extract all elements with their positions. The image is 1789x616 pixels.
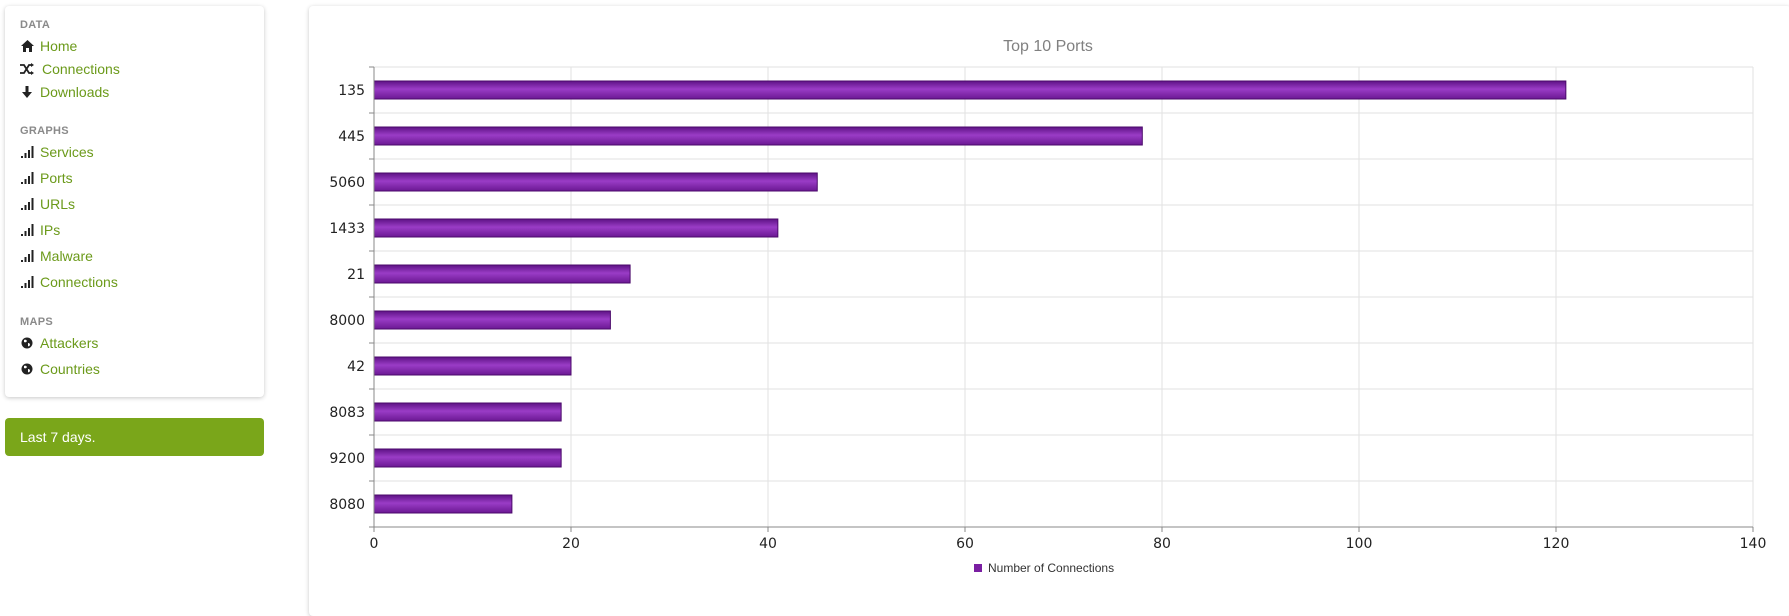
y-tick-label: 5060 — [329, 175, 365, 191]
nav-item-label: Connections — [40, 274, 118, 290]
bar-port-8080[interactable] — [373, 494, 513, 514]
nav-item-label: Services — [40, 144, 94, 160]
nav-item-ports[interactable]: Ports — [20, 167, 73, 189]
nav-item-countries[interactable]: Countries — [20, 358, 100, 380]
nav-item-label: Countries — [40, 361, 100, 377]
nav-item-home[interactable]: Home — [20, 35, 77, 57]
nav-item-label: Ports — [40, 170, 73, 186]
y-tick-label: 42 — [347, 359, 365, 375]
signal-icon — [20, 223, 34, 237]
section-title-maps: MAPS — [20, 316, 53, 328]
x-tick-label: 40 — [759, 536, 777, 552]
y-tick-label: 8083 — [329, 405, 365, 421]
download-icon — [20, 85, 34, 99]
nav-item-label: Malware — [40, 248, 93, 264]
nav-item-malware[interactable]: Malware — [20, 245, 93, 267]
y-tick-label: 445 — [338, 129, 365, 145]
x-tick-label: 100 — [1346, 536, 1373, 552]
bar-port-8000[interactable] — [373, 310, 611, 330]
x-tick-label: 0 — [370, 536, 379, 552]
nav-item-services[interactable]: Services — [20, 141, 94, 163]
chart-legend[interactable]: Number of Connections — [974, 561, 1114, 575]
x-tick-label: 120 — [1543, 536, 1570, 552]
chart-title: Top 10 Ports — [1003, 38, 1093, 55]
x-tick-label: 20 — [562, 536, 580, 552]
nav-item-label: Downloads — [40, 84, 110, 100]
nav-item-label: Attackers — [40, 335, 99, 351]
bar-port-42[interactable] — [373, 356, 572, 376]
y-tick-label: 8000 — [329, 313, 365, 329]
x-tick-label: 80 — [1153, 536, 1171, 552]
nav-item-urls[interactable]: URLs — [20, 193, 75, 215]
bar-port-135[interactable] — [373, 80, 1567, 100]
y-tick-label: 135 — [338, 83, 365, 99]
legend-swatch — [974, 564, 982, 572]
x-axis-labels: 0 20 40 60 80 100 120 140 — [370, 536, 1767, 552]
nav-item-label: Home — [40, 38, 78, 54]
shuffle-icon — [20, 62, 34, 76]
nav-item-label: IPs — [40, 222, 61, 238]
bar-port-21[interactable] — [373, 264, 631, 284]
nav-item-graph-connections[interactable]: Connections — [20, 271, 118, 293]
y-axis-labels: 135 445 5060 1433 21 8000 42 8083 9200 8080 — [329, 83, 365, 513]
y-tick-label: 8080 — [329, 497, 365, 513]
nav-item-attackers[interactable]: Attackers — [20, 332, 98, 354]
chart-axes — [369, 66, 1754, 532]
signal-icon — [20, 171, 34, 185]
signal-icon — [20, 275, 34, 289]
y-tick-label: 9200 — [329, 451, 365, 467]
section-title-data: DATA — [20, 19, 51, 31]
x-tick-label: 140 — [1740, 536, 1767, 552]
section-title-graphs: GRAPHS — [20, 125, 69, 137]
bar-port-1433[interactable] — [373, 218, 779, 238]
nav-item-label: Connections — [42, 61, 120, 77]
x-tick-label: 60 — [956, 536, 974, 552]
bar-port-445[interactable] — [373, 126, 1143, 146]
nav-item-connections[interactable]: Connections — [20, 58, 120, 80]
y-tick-label: 1433 — [329, 221, 365, 237]
globe-icon — [20, 336, 34, 350]
y-tick-label: 21 — [347, 267, 365, 283]
signal-icon — [20, 197, 34, 211]
home-icon — [20, 39, 34, 53]
bar-port-5060[interactable] — [373, 172, 818, 192]
bar-port-8083[interactable] — [373, 402, 562, 422]
nav-item-label: URLs — [40, 196, 76, 212]
nav-item-downloads[interactable]: Downloads — [20, 81, 109, 103]
signal-icon — [20, 249, 34, 263]
status-box: Last 7 days. — [5, 418, 264, 456]
globe-icon — [20, 362, 34, 376]
sidebar: DATA Home Connections Downloads GRAPHS S… — [5, 6, 264, 397]
legend-label: Number of Connections — [988, 561, 1114, 575]
bar-port-9200[interactable] — [373, 448, 562, 468]
signal-icon — [20, 145, 34, 159]
status-text: Last 7 days. — [20, 429, 96, 445]
nav-item-ips[interactable]: IPs — [20, 219, 60, 241]
